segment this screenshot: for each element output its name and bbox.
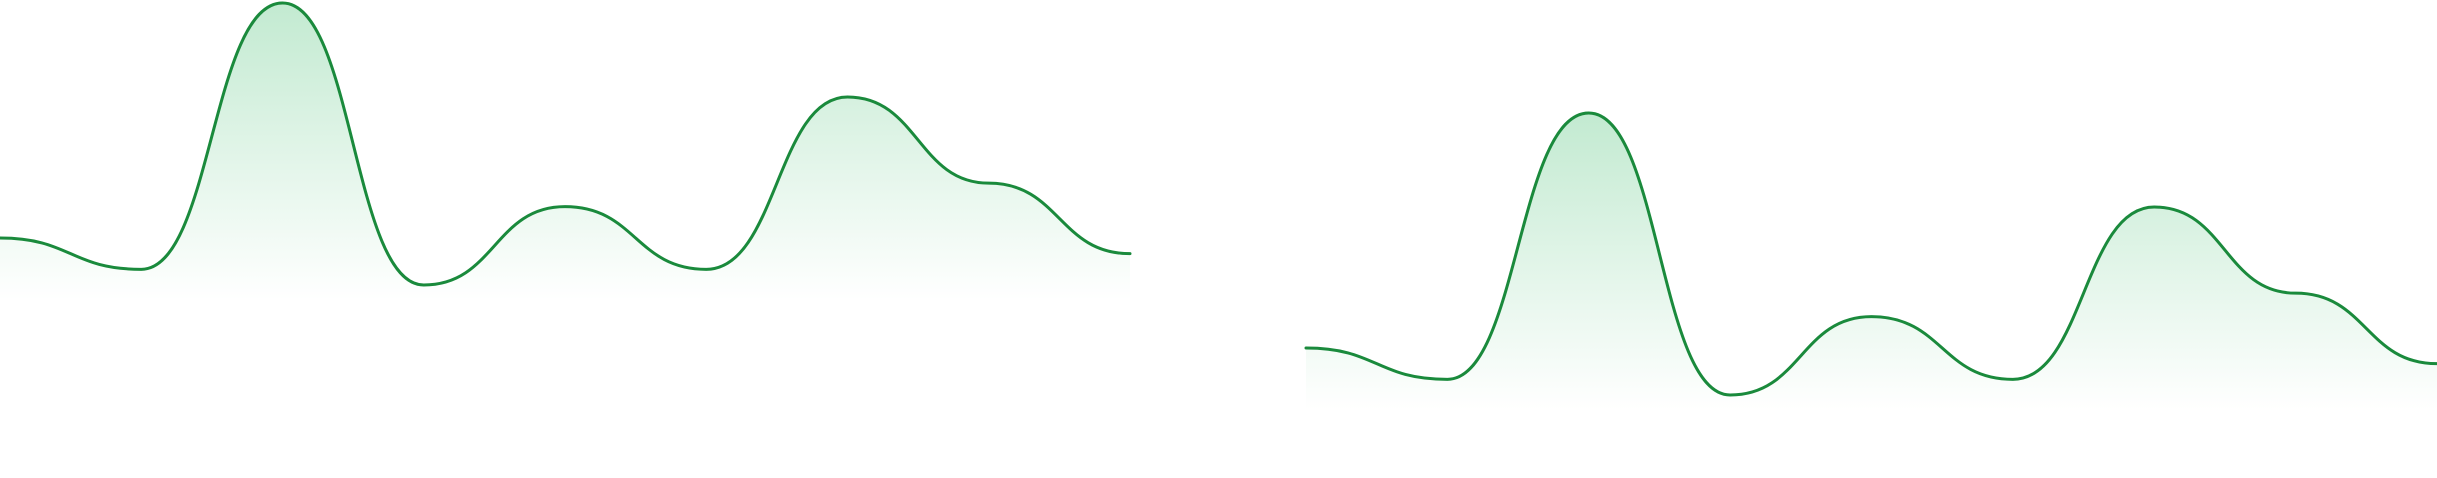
area-fill — [0, 3, 1130, 300]
series-line — [0, 1, 1132, 287]
area-sparkline-right — [1304, 111, 2437, 410]
area-sparkline-left — [0, 1, 1132, 300]
area-fill — [1306, 113, 2437, 410]
series-line — [1304, 111, 2437, 397]
